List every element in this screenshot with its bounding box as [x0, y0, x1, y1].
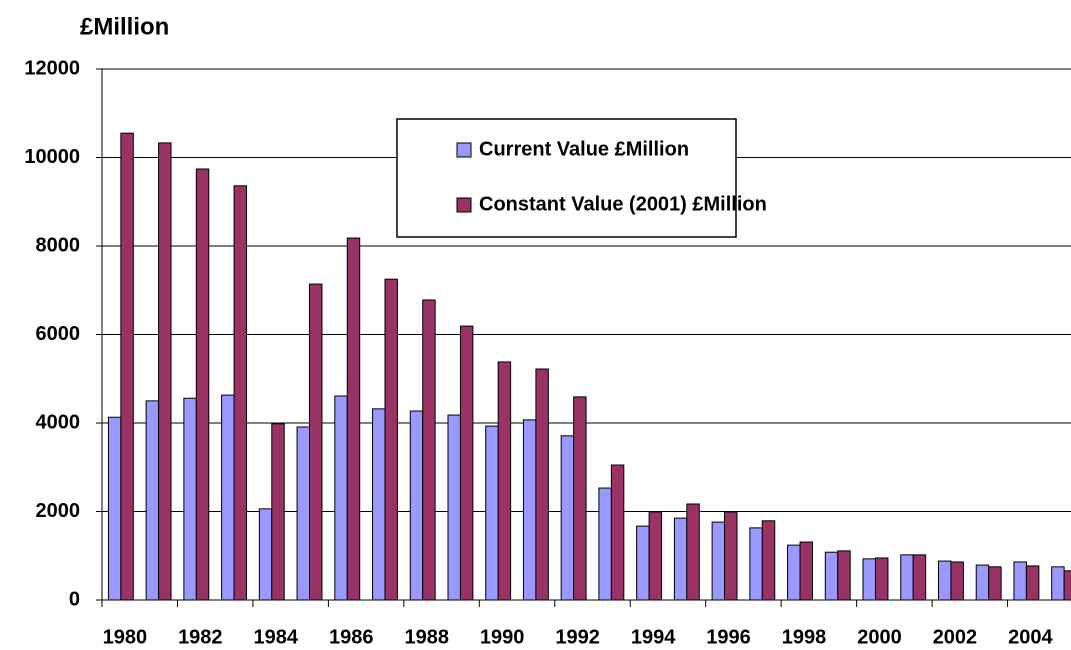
- y-tick-label: 6000: [36, 323, 81, 345]
- bar: [447, 414, 461, 601]
- bar: [1025, 565, 1040, 601]
- bar: [648, 511, 663, 601]
- bar: [673, 517, 688, 601]
- bar: [1013, 561, 1027, 601]
- bar: [107, 416, 122, 601]
- bar: [233, 185, 248, 601]
- bar: [334, 395, 348, 601]
- bar: [296, 426, 311, 601]
- bar: [610, 464, 625, 601]
- bar: [497, 361, 512, 601]
- x-tick-label: 1988: [404, 626, 449, 648]
- x-tick-label: 1996: [706, 626, 751, 648]
- bar: [183, 397, 197, 601]
- bar: [975, 564, 990, 601]
- bar: [535, 368, 549, 601]
- bar: [384, 278, 398, 601]
- bar: [837, 550, 851, 601]
- bar: [195, 168, 210, 601]
- bar: [799, 541, 813, 601]
- y-tick-label: 0: [69, 588, 80, 610]
- y-tick-label: 8000: [36, 234, 81, 256]
- bar: [937, 560, 952, 601]
- y-axis-label: £Million: [80, 13, 169, 40]
- legend-label: Constant Value (2001) £Million: [479, 193, 767, 215]
- bar: [372, 408, 386, 601]
- bar: [912, 554, 927, 601]
- y-tick-label: 10000: [24, 146, 80, 168]
- x-tick-label: 1992: [555, 626, 600, 648]
- bar: [1063, 570, 1071, 601]
- legend-swatch: [456, 142, 472, 158]
- legend: Current Value £Million Constant Value (20…: [396, 118, 767, 238]
- y-tick-label: 12000: [24, 57, 80, 79]
- y-tick-label: 4000: [36, 411, 81, 433]
- bar: [761, 520, 776, 601]
- bar: [874, 557, 889, 601]
- bar: [271, 423, 285, 601]
- x-tick-label: 1984: [254, 626, 299, 648]
- bar: [346, 237, 361, 601]
- bar: [950, 561, 964, 601]
- bar: [422, 299, 436, 601]
- bar: [145, 400, 160, 601]
- x-tick-label: 1982: [178, 626, 223, 648]
- bar: [158, 142, 172, 601]
- bar: [459, 325, 474, 601]
- legend-box: [396, 118, 737, 238]
- bar: [120, 132, 134, 601]
- bar: [1051, 566, 1065, 601]
- bar: [258, 508, 273, 601]
- bar: [221, 394, 235, 601]
- x-tick-label: 1994: [631, 626, 676, 648]
- bar: [573, 396, 587, 601]
- legend-label: Current Value £Million: [479, 138, 689, 160]
- bar: [711, 521, 726, 601]
- bar: [749, 527, 763, 601]
- x-tick-label: 2000: [857, 626, 902, 648]
- x-tick-label: 2002: [933, 626, 978, 648]
- bar: [560, 435, 575, 601]
- bar: [598, 487, 612, 601]
- x-tick-label: 2004: [1008, 626, 1053, 648]
- y-tick-label: 2000: [36, 500, 81, 522]
- x-tick-label: 1990: [480, 626, 525, 648]
- bar: [522, 419, 537, 601]
- bar: [636, 525, 650, 601]
- bar: [724, 511, 738, 601]
- bar: [309, 283, 323, 601]
- bar: [409, 410, 424, 601]
- bar: [988, 566, 1002, 601]
- x-tick-label: 1986: [329, 626, 374, 648]
- x-tick-label: 1998: [782, 626, 827, 648]
- bar: [900, 554, 914, 601]
- bar: [686, 503, 700, 601]
- bar: [862, 558, 876, 601]
- x-tick-label: 1980: [103, 626, 148, 648]
- bar: [787, 544, 801, 601]
- bar: [824, 551, 839, 601]
- legend-swatch: [456, 197, 472, 213]
- bar: [485, 425, 499, 601]
